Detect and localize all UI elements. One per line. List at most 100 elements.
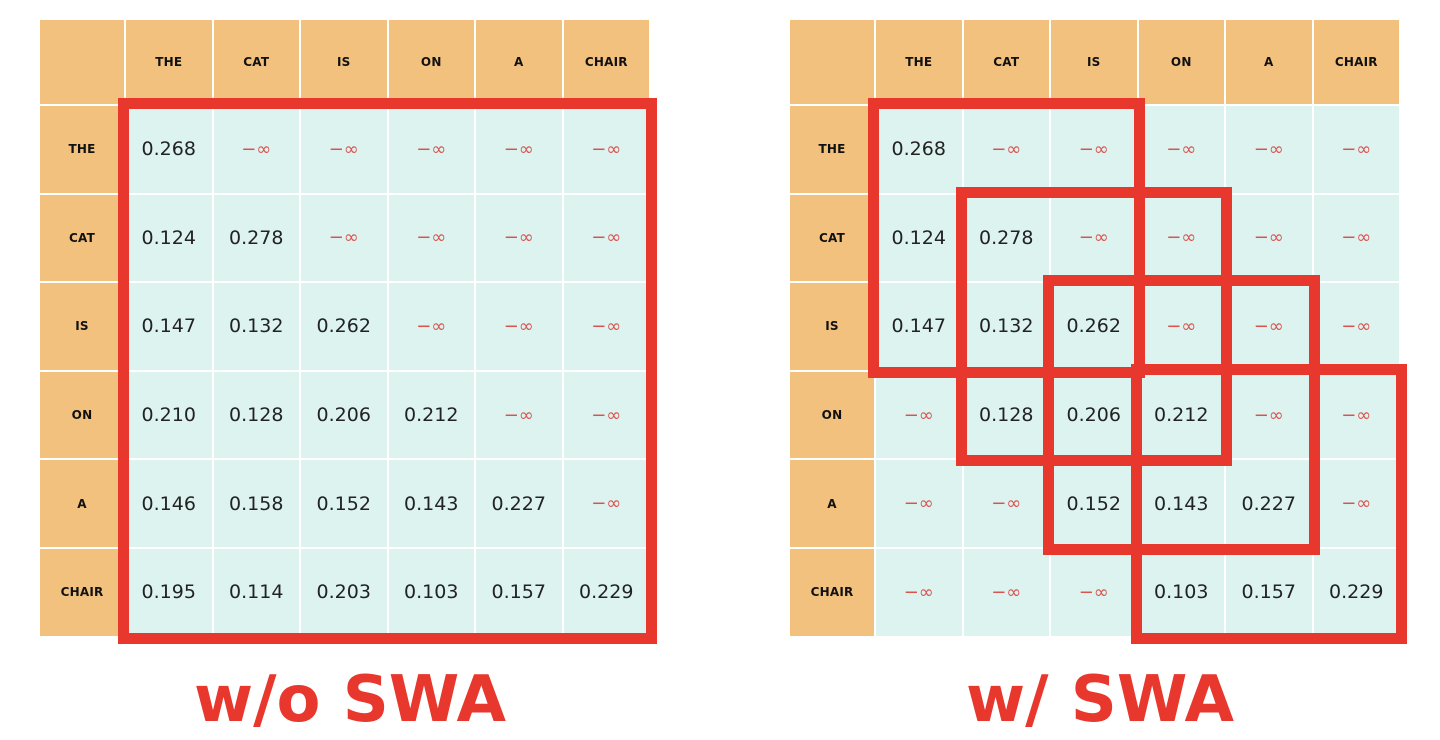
row-header-cat: CAT xyxy=(40,194,124,282)
column-header-chair-text: CHAIR xyxy=(584,55,628,69)
attention-score-cell: 0.147 xyxy=(876,283,962,370)
column-header-is: IS xyxy=(1051,20,1137,104)
masked-cell-text: −∞ xyxy=(1078,581,1109,603)
row-header-on-text: ON xyxy=(71,408,93,423)
masked-cell: −∞ xyxy=(301,194,387,282)
attention-score-cell-text: 0.103 xyxy=(1154,581,1209,604)
masked-cell-text: −∞ xyxy=(903,404,934,426)
column-header-on-text: ON xyxy=(420,55,442,69)
caption-without-swa: w/o SWA xyxy=(193,663,507,737)
panel-with-swa: THE CAT IS ON A CHAIR THE 0.268 −∞ −∞ −∞ −∞ −∞ CAT 0.1… xyxy=(790,20,1410,740)
attention-score-cell: 0.128 xyxy=(213,371,299,459)
attention-score-cell-text: 0.212 xyxy=(404,404,459,427)
column-header-is: IS xyxy=(301,20,387,104)
masked-cell-text: −∞ xyxy=(328,138,359,160)
masked-cell: −∞ xyxy=(1138,194,1224,282)
attention-score-cell-text: 0.157 xyxy=(1241,581,1296,604)
masked-cell: −∞ xyxy=(301,106,387,193)
attention-score-cell-text: 0.262 xyxy=(316,315,371,338)
attention-score-cell-text: 0.227 xyxy=(1241,492,1296,515)
corner-cell xyxy=(790,20,874,104)
attention-score-cell-text: 0.227 xyxy=(491,492,546,515)
masked-cell: −∞ xyxy=(388,283,474,370)
row-header-a: A xyxy=(790,460,874,547)
masked-cell-text: −∞ xyxy=(1253,138,1284,160)
attention-score-cell: 0.227 xyxy=(476,460,562,547)
column-header-is-text: IS xyxy=(336,55,351,69)
masked-cell-text: −∞ xyxy=(903,581,934,603)
row-header-is-text: IS xyxy=(75,319,89,334)
attention-score-cell: 0.212 xyxy=(388,371,474,459)
masked-cell: −∞ xyxy=(963,460,1049,547)
attention-score-cell-text: 0.132 xyxy=(979,315,1034,338)
masked-cell-text: −∞ xyxy=(503,138,534,160)
masked-cell: −∞ xyxy=(876,460,962,547)
row-header-cat-text: CAT xyxy=(819,230,845,245)
masked-cell: −∞ xyxy=(876,371,962,459)
masked-cell: −∞ xyxy=(563,194,649,282)
masked-cell-text: −∞ xyxy=(591,493,622,515)
attention-score-cell-text: 0.268 xyxy=(891,138,946,161)
attention-score-cell-text: 0.262 xyxy=(1066,315,1121,338)
masked-cell-text: −∞ xyxy=(1341,138,1372,160)
masked-cell: −∞ xyxy=(388,106,474,193)
masked-cell: −∞ xyxy=(1138,106,1224,193)
attention-score-cell: 0.210 xyxy=(126,371,212,459)
attention-score-cell: 0.103 xyxy=(1138,549,1224,636)
masked-cell: −∞ xyxy=(213,106,299,193)
masked-cell: −∞ xyxy=(476,283,562,370)
attention-score-cell-text: 0.132 xyxy=(229,315,284,338)
masked-cell-text: −∞ xyxy=(991,493,1022,515)
attention-matrix-with-swa: THE CAT IS ON A CHAIR THE 0.268 −∞ −∞ −∞ −∞ −∞ CAT 0.1… xyxy=(790,20,1410,644)
column-header-cat-text: CAT xyxy=(243,55,270,69)
masked-cell: −∞ xyxy=(876,549,962,636)
masked-cell: −∞ xyxy=(963,549,1049,636)
row-header-on: ON xyxy=(40,371,124,459)
column-header-cat-text: CAT xyxy=(993,55,1020,69)
masked-cell-text: −∞ xyxy=(416,138,447,160)
attention-score-cell-text: 0.128 xyxy=(979,404,1034,427)
masked-cell-text: −∞ xyxy=(416,227,447,249)
row-header-is: IS xyxy=(40,283,124,370)
masked-cell: −∞ xyxy=(1313,460,1399,547)
attention-score-cell: 0.132 xyxy=(963,283,1049,370)
masked-cell-text: −∞ xyxy=(991,138,1022,160)
row-header-on: ON xyxy=(790,371,874,459)
attention-score-cell-text: 0.195 xyxy=(141,581,196,604)
masked-cell: −∞ xyxy=(563,371,649,459)
attention-score-cell-text: 0.157 xyxy=(491,581,546,604)
attention-score-cell: 0.158 xyxy=(213,460,299,547)
attention-score-cell: 0.195 xyxy=(126,549,212,636)
row-header-on-text: ON xyxy=(821,408,843,423)
attention-score-cell: 0.146 xyxy=(126,460,212,547)
masked-cell: −∞ xyxy=(963,106,1049,193)
row-header-the-text: THE xyxy=(818,142,846,157)
column-header-chair: CHAIR xyxy=(1313,20,1399,104)
masked-cell: −∞ xyxy=(563,460,649,547)
masked-cell-text: −∞ xyxy=(1341,315,1372,337)
attention-score-cell-text: 0.143 xyxy=(1154,492,1209,515)
row-header-the-text: THE xyxy=(68,142,96,157)
attention-score-cell-text: 0.212 xyxy=(1154,404,1209,427)
masked-cell-text: −∞ xyxy=(1253,315,1284,337)
attention-score-cell-text: 0.152 xyxy=(1066,492,1121,515)
attention-score-cell-text: 0.278 xyxy=(229,226,284,249)
attention-score-cell: 0.203 xyxy=(301,549,387,636)
masked-cell: −∞ xyxy=(476,106,562,193)
attention-score-cell-text: 0.147 xyxy=(891,315,946,338)
row-header-chair-text: CHAIR xyxy=(810,585,854,600)
column-header-on-text: ON xyxy=(1170,55,1192,69)
attention-score-cell: 0.157 xyxy=(476,549,562,636)
masked-cell-text: −∞ xyxy=(1166,138,1197,160)
corner-cell xyxy=(40,20,124,104)
row-header-the: THE xyxy=(40,106,124,193)
attention-score-cell-text: 0.158 xyxy=(229,492,284,515)
masked-cell-text: −∞ xyxy=(903,493,934,515)
panel-without-swa: THE CAT IS ON A CHAIR THE 0.268 −∞ −∞ −∞ −∞ −∞ CAT 0.1… xyxy=(40,20,660,740)
attention-score-cell: 0.262 xyxy=(1051,283,1137,370)
masked-cell: −∞ xyxy=(1313,106,1399,193)
attention-score-cell-text: 0.103 xyxy=(404,581,459,604)
attention-score-cell-text: 0.124 xyxy=(141,226,196,249)
attention-score-cell: 0.278 xyxy=(213,194,299,282)
row-header-the: THE xyxy=(790,106,874,193)
